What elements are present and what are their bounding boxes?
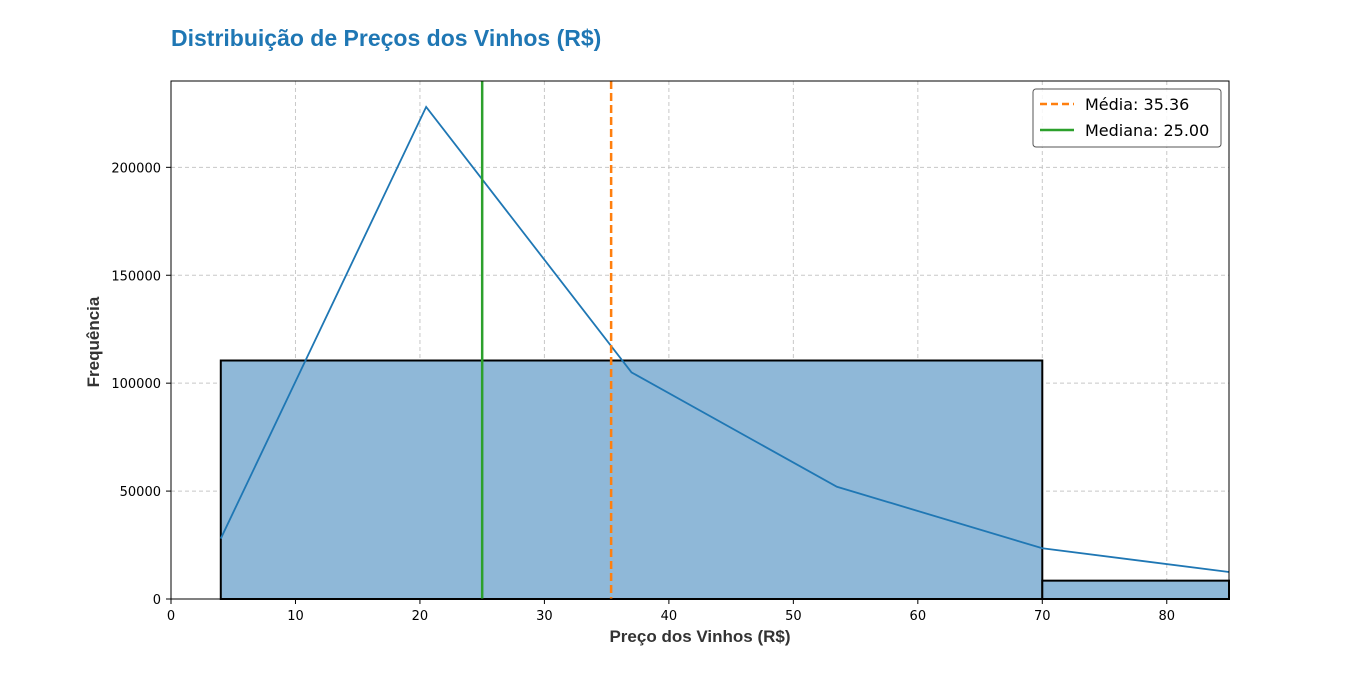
chart-title: Distribuição de Preços dos Vinhos (R$) — [171, 25, 601, 51]
y-tick-label-2: 100000 — [111, 377, 161, 392]
x-tick-label-1: 10 — [287, 609, 304, 624]
x-tick-label-8: 80 — [1158, 609, 1175, 624]
x-tick-label-7: 70 — [1034, 609, 1051, 624]
histogram-bars — [219, 359, 1230, 601]
x-tick-label-5: 50 — [785, 609, 802, 624]
legend: Média: 35.36 Mediana: 25.00 — [1032, 88, 1222, 148]
legend-label-0: Média: 35.36 — [1085, 95, 1189, 114]
x-tick-label-6: 60 — [910, 609, 927, 624]
kde-curve-layer — [219, 105, 1230, 573]
y-axis-label: Frequência — [84, 296, 103, 387]
y-tick-label-3: 150000 — [111, 269, 161, 284]
legend-box — [1032, 88, 1222, 148]
x-tick-label-0: 0 — [167, 609, 175, 624]
y-tick-label-1: 50000 — [120, 485, 161, 500]
y-tick-label-4: 200000 — [111, 161, 161, 176]
x-tick-label-4: 40 — [661, 609, 678, 624]
x-axis-ticks: 0 10 20 30 40 50 60 70 80 — [167, 599, 1175, 624]
histogram-bar-1 — [1041, 579, 1230, 601]
x-axis-label: Preço dos Vinhos (R$) — [609, 627, 790, 646]
y-tick-label-0: 0 — [153, 593, 161, 608]
reference-lines — [480, 81, 613, 599]
x-tick-label-3: 30 — [536, 609, 553, 624]
plot-area-frame — [170, 80, 1230, 600]
y-axis-ticks: 0 50000 100000 150000 200000 — [111, 161, 171, 608]
kde-curve — [219, 105, 1230, 573]
x-tick-label-2: 20 — [412, 609, 429, 624]
legend-label-1: Mediana: 25.00 — [1085, 121, 1209, 140]
histogram-bar-0 — [219, 359, 1044, 601]
